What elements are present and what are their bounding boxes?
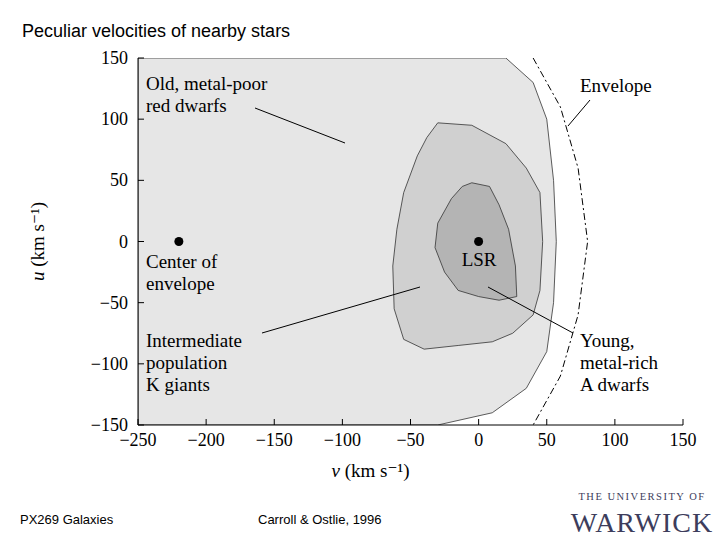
annotation: Intermediate [146, 330, 242, 351]
y-tick-label: 50 [110, 170, 128, 190]
y-tick [138, 241, 144, 242]
y-axis-label: u (km s⁻¹) [27, 202, 49, 281]
x-tick-label: −100 [324, 430, 361, 450]
annotation: envelope [146, 273, 215, 294]
y-tick-label: 0 [119, 232, 128, 252]
annotation: LSR [462, 249, 497, 270]
y-tick [138, 119, 144, 120]
x-tick [683, 419, 684, 425]
y-tick [138, 302, 144, 303]
x-axis-label: v (km s⁻¹) [332, 460, 410, 482]
x-tick-label: −200 [188, 430, 225, 450]
logo-word: WARWICK [571, 507, 713, 538]
x-tick [614, 419, 615, 425]
annotation: Envelope [580, 75, 652, 96]
y-tick [138, 425, 144, 426]
x-tick [138, 419, 139, 425]
annotation: metal-rich [580, 352, 659, 373]
x-tick-label: −50 [396, 430, 424, 450]
y-tick-label: 150 [101, 48, 128, 68]
point [174, 237, 183, 246]
x-tick [206, 419, 207, 425]
annotation: population [146, 352, 228, 373]
footer-course: PX269 Galaxies [20, 512, 114, 527]
annotation: Center of [146, 251, 218, 272]
annotation: Old, metal-poor [146, 73, 268, 94]
annotation: Young, [580, 330, 635, 351]
plot-area [138, 58, 588, 425]
x-tick-label: 0 [474, 430, 483, 450]
x-tick [342, 419, 343, 425]
x-tick [274, 419, 275, 425]
y-tick-label: −150 [91, 415, 128, 435]
footer-source: Carroll & Ostlie, 1996 [258, 512, 382, 527]
annotation: K giants [146, 374, 210, 395]
x-tick [478, 419, 479, 425]
x-tick-label: −150 [256, 430, 293, 450]
annotation: A dwarfs [580, 374, 649, 395]
y-tick-label: 100 [101, 109, 128, 129]
x-tick [546, 419, 547, 425]
y-tick [138, 58, 144, 59]
region [435, 183, 517, 300]
annotation: red dwarfs [146, 95, 227, 116]
leader-line [262, 287, 420, 333]
leader-line [568, 100, 590, 126]
chart: Peculiar velocities of nearby stars PX269… [0, 0, 720, 540]
region [138, 58, 556, 425]
y-tick-label: −100 [91, 354, 128, 374]
y-tick-label: −50 [100, 293, 128, 313]
leader-line [255, 108, 345, 143]
x-tick-label: 150 [670, 430, 697, 450]
x-tick [410, 419, 411, 425]
leader-line [488, 287, 573, 333]
region [393, 123, 543, 349]
logo-line: THE UNIVERSITY OF [578, 491, 705, 502]
x-tick-label: 50 [538, 430, 556, 450]
title: Peculiar velocities of nearby stars [22, 21, 290, 41]
x-tick-label: 100 [601, 430, 628, 450]
y-tick [138, 180, 144, 181]
point [474, 237, 483, 246]
y-tick [138, 363, 144, 364]
